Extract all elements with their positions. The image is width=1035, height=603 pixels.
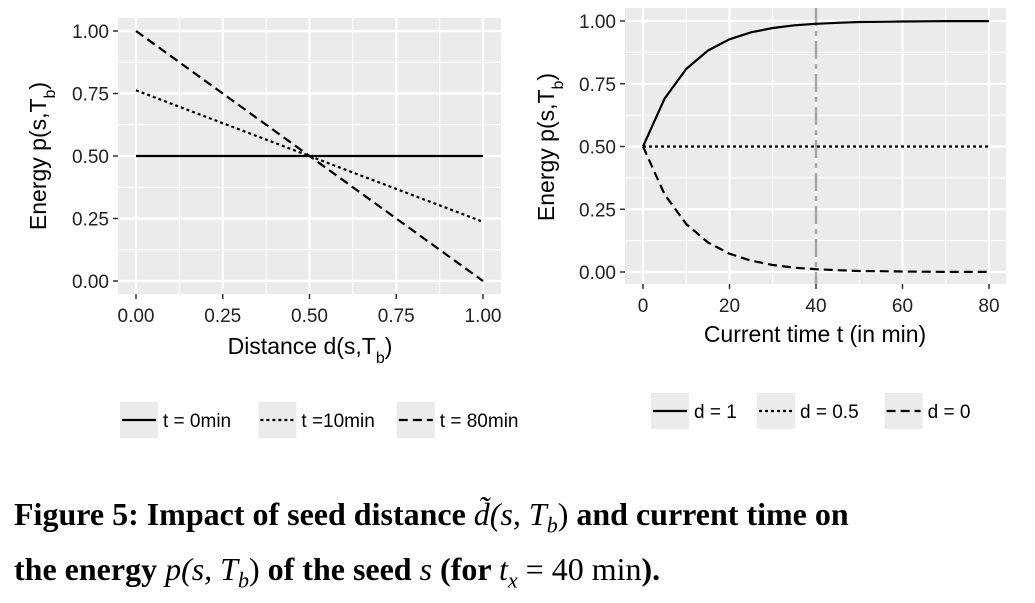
x-tick-label: 40 (805, 296, 826, 317)
caption-part3: of the seed (259, 551, 420, 588)
legend-label-2: t =10min (301, 411, 374, 432)
caption-part2: and current time on (568, 496, 849, 532)
y-tick-label: 0.00 (579, 263, 616, 284)
x-tick-label: 0.25 (204, 306, 241, 327)
y-tick-label: 0.75 (579, 75, 616, 96)
chart-time-energy: 0 20 40 60 80 0.00 0.25 0.50 0.75 1.00 Current ti… (533, 8, 1006, 429)
series-line-3 (641, 146, 989, 273)
y-tick-label: 0.25 (72, 210, 109, 231)
y-tick-label: 0.50 (72, 147, 109, 168)
x-tick-label: 0.00 (118, 306, 155, 327)
x-label-sub: b (376, 350, 385, 367)
x-label-end: ) (385, 333, 393, 359)
y-axis-label-right: Energy p(s,Tb) (533, 73, 567, 221)
legend-key-bg (258, 402, 297, 438)
series-line-1 (641, 20, 989, 147)
legend-label-3: t = 80min (440, 411, 519, 432)
y-tick-label: 1.00 (72, 22, 109, 43)
caption-dtilde: d̃ (473, 496, 490, 532)
legend-label-2: d = 0.5 (800, 402, 859, 423)
caption-p: p (165, 551, 182, 588)
caption-arg2: (s, T (181, 551, 238, 588)
figure-caption: Figure 5: Impact of seed distance d̃(s, … (14, 492, 1029, 603)
legend-left: t = 0min t =10min t = 80min (120, 402, 518, 438)
y-label-end: ) (25, 82, 51, 90)
y-label-end: ) (533, 73, 559, 81)
series-line-2 (135, 89, 484, 223)
x-axis-label-right: Current time t (in min) (704, 321, 926, 347)
caption-part1: Figure 5: Impact of seed distance (14, 496, 474, 532)
caption-sub-b2: b (237, 567, 249, 593)
x-tick-label: 0.50 (291, 306, 328, 327)
axes-left: 0.00 0.25 0.50 0.75 1.00 0.00 0.25 0.50 0.75 1.00 (72, 22, 501, 327)
legend-right: d = 1 d = 0.5 d = 0 (651, 393, 970, 429)
x-tick-label: 0.75 (378, 306, 415, 327)
y-tick-label: 0.50 (579, 138, 616, 159)
caption-sub-x: x (507, 567, 518, 593)
caption-sub-b: b (546, 512, 558, 538)
series-left (135, 30, 484, 282)
x-tick-label: 1.00 (465, 306, 502, 327)
x-label-main: Distance d(s,T (228, 333, 376, 359)
caption-close2: ) (248, 551, 260, 588)
series-line-3 (135, 30, 484, 282)
legend-label-1: d = 1 (694, 402, 737, 423)
y-tick-label: 0.75 (72, 85, 109, 106)
figure: 0.00 0.25 0.50 0.75 1.00 0.00 0.25 0.50 0.75 1.00… (25, 8, 1006, 438)
x-tick-label: 20 (719, 296, 740, 317)
caption-s: s (419, 551, 433, 588)
x-tick-label: 0 (638, 296, 649, 317)
caption-arg1: (s, T (489, 496, 547, 532)
series-right (641, 8, 989, 284)
x-axis-label-left: Distance d(s,Tb) (228, 333, 393, 367)
legend-key-bg (757, 393, 795, 429)
caption-eq: = 40 min (517, 551, 642, 588)
y-label-sub: b (42, 89, 59, 98)
axes-right: 0 20 40 60 80 0.00 0.25 0.50 0.75 1.00 (579, 12, 1000, 317)
y-label-sub: b (550, 80, 567, 89)
x-tick-label: 60 (892, 296, 913, 317)
caption-t: t (498, 551, 508, 588)
legend-label-1: t = 0min (163, 411, 231, 432)
y-tick-label: 0.25 (579, 200, 616, 221)
caption-close: ) (557, 496, 569, 532)
x-tick-label: 80 (978, 296, 999, 317)
y-label-main: Energy p(s,T (533, 89, 559, 221)
caption-part4: (for (432, 551, 499, 588)
caption-end: ). (641, 551, 661, 588)
caption-line2a: the energy (14, 551, 166, 588)
y-axis-label-left: Energy p(s,Tb) (25, 82, 59, 230)
y-tick-label: 0.00 (72, 272, 109, 293)
chart-distance-energy: 0.00 0.25 0.50 0.75 1.00 0.00 0.25 0.50 0.75 1.00… (25, 18, 518, 438)
y-label-main: Energy p(s,T (25, 98, 51, 230)
y-tick-label: 1.00 (579, 12, 616, 33)
legend-label-3: d = 0 (928, 402, 971, 423)
